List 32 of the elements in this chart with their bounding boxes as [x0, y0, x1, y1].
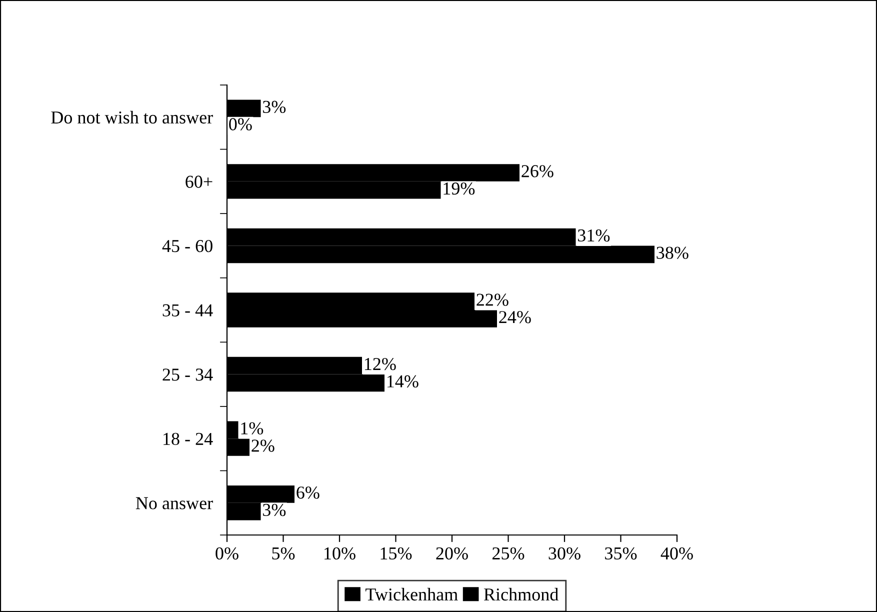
data-label: 6%: [296, 486, 320, 499]
y-tick-label: 45 - 60: [162, 240, 212, 252]
data-label: 3%: [263, 100, 286, 114]
legend-label: Twickenham: [366, 588, 458, 601]
data-label: 31%: [578, 229, 610, 242]
y-tick-label: No answer: [136, 497, 213, 510]
x-tick-label: 5%: [272, 547, 295, 560]
x-tick-label: 35%: [605, 547, 637, 560]
x-tick-label: 0%: [216, 547, 238, 560]
y-tick-label: 60+: [186, 176, 212, 188]
y-tick-label: Do not wish to answer: [51, 110, 213, 124]
data-label: 26%: [522, 165, 554, 178]
data-label: 19%: [444, 182, 475, 195]
data-label: 24%: [499, 311, 531, 324]
y-tick-label: 25 - 34: [162, 368, 213, 381]
data-label: 2%: [252, 440, 274, 452]
data-label: 3%: [263, 504, 286, 516]
x-tick-label: 10%: [324, 547, 356, 560]
x-tick-label: 25%: [492, 547, 524, 560]
y-tick-label: 35 - 44: [162, 304, 213, 316]
x-tick-label: 15%: [380, 547, 412, 560]
data-label: 0%: [229, 118, 252, 130]
data-label: 12%: [364, 358, 396, 370]
y-tick-label: 18 - 24: [164, 432, 213, 446]
data-label: 14%: [387, 375, 418, 388]
data-label: 38%: [656, 246, 688, 259]
x-tick-label: 20%: [436, 547, 468, 560]
data-label: 22%: [476, 294, 508, 306]
data-label: 1%: [241, 422, 264, 434]
x-tick-label: 30%: [548, 547, 580, 560]
legend-label: Richmond: [484, 588, 558, 601]
x-tick-label: 40%: [660, 547, 693, 560]
